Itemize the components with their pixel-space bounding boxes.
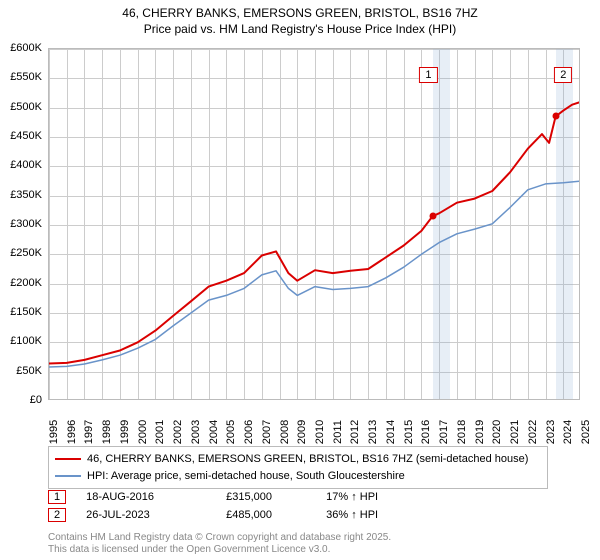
x-tick-label: 2018 [456,420,468,444]
x-tick-label: 2014 [385,420,397,444]
x-tick-label: 1996 [66,420,78,444]
footer-attribution: Contains HM Land Registry data © Crown c… [48,532,391,556]
y-tick-label: £500K [10,101,42,113]
legend-swatch [55,458,81,460]
x-tick-label: 2007 [261,420,273,444]
sale-row: 1 18-AUG-2016 £315,000 17% ↑ HPI [48,490,568,504]
x-tick-label: 2019 [474,420,486,444]
footer-line-1: Contains HM Land Registry data © Crown c… [48,532,391,544]
sale-row: 2 26-JUL-2023 £485,000 36% ↑ HPI [48,508,568,522]
x-tick-label: 2016 [420,420,432,444]
series-price_paid [49,102,580,364]
callout-box: 2 [554,67,572,83]
x-tick-label: 2000 [137,420,149,444]
chart-area: 12 [48,48,580,400]
y-tick-label: £350K [10,189,42,201]
title-line-2: Price paid vs. HM Land Registry's House … [0,22,600,38]
x-tick-label: 2010 [314,420,326,444]
x-tick-label: 2003 [190,420,202,444]
legend-label: HPI: Average price, semi-detached house,… [87,468,405,485]
x-tick-label: 2015 [403,420,415,444]
legend-swatch [55,475,81,477]
x-tick-label: 2023 [545,420,557,444]
y-tick-label: £50K [16,365,42,377]
y-tick-label: £300K [10,218,42,230]
legend-row: HPI: Average price, semi-detached house,… [55,468,541,485]
y-tick-label: £600K [10,42,42,54]
y-tick-label: £250K [10,247,42,259]
x-tick-label: 2002 [172,420,184,444]
title-line-1: 46, CHERRY BANKS, EMERSONS GREEN, BRISTO… [0,6,600,22]
title-block: 46, CHERRY BANKS, EMERSONS GREEN, BRISTO… [0,0,600,39]
x-tick-label: 2020 [491,420,503,444]
x-tick-label: 2011 [332,420,344,444]
x-tick-label: 2013 [367,420,379,444]
sales-table: 1 18-AUG-2016 £315,000 17% ↑ HPI 2 26-JUL-202… [48,490,568,526]
y-axis-labels: £0£50K£100K£150K£200K£250K£300K£350K£400… [0,48,44,400]
callout-box: 1 [419,67,437,83]
series-hpi [49,181,580,367]
line-svg [49,49,580,400]
y-tick-label: £400K [10,159,42,171]
y-tick-label: £0 [30,394,42,406]
x-tick-label: 2024 [562,420,574,444]
y-tick-label: £550K [10,71,42,83]
sale-date: 18-AUG-2016 [86,491,206,503]
y-tick-label: £150K [10,306,42,318]
x-tick-label: 1997 [83,420,95,444]
x-tick-label: 2021 [509,420,521,444]
sale-number-box: 2 [48,508,66,522]
chart-container: 46, CHERRY BANKS, EMERSONS GREEN, BRISTO… [0,0,600,560]
sale-date: 26-JUL-2023 [86,509,206,521]
x-tick-label: 2006 [243,420,255,444]
sale-hpi: 17% ↑ HPI [326,491,426,503]
x-tick-label: 2022 [527,420,539,444]
sale-marker [552,113,559,120]
sale-hpi: 36% ↑ HPI [326,509,426,521]
x-tick-label: 2005 [225,420,237,444]
plot-area: 12 [48,48,580,400]
x-tick-label: 2001 [154,420,166,444]
legend-label: 46, CHERRY BANKS, EMERSONS GREEN, BRISTO… [87,451,528,468]
x-axis-labels: 1995 1996 1997 1998 1999 2000 2001 2002 2003 2004… [48,404,580,444]
footer-line-2: This data is licensed under the Open Gov… [48,544,391,556]
x-tick-label: 2008 [279,420,291,444]
x-tick-label: 1995 [48,420,60,444]
y-tick-label: £100K [10,335,42,347]
x-tick-label: 2017 [438,420,450,444]
x-tick-label: 1998 [101,420,113,444]
sale-price: £315,000 [226,491,306,503]
x-tick-label: 1999 [119,420,131,444]
x-tick-label: 2004 [208,420,220,444]
x-tick-label: 2009 [296,420,308,444]
y-tick-label: £450K [10,130,42,142]
x-tick-label: 2012 [349,420,361,444]
sale-price: £485,000 [226,509,306,521]
x-tick-label: 2025 [580,420,592,444]
legend-row: 46, CHERRY BANKS, EMERSONS GREEN, BRISTO… [55,451,541,468]
sale-marker [429,213,436,220]
y-tick-label: £200K [10,277,42,289]
sale-number-box: 1 [48,490,66,504]
legend-box: 46, CHERRY BANKS, EMERSONS GREEN, BRISTO… [48,446,548,489]
